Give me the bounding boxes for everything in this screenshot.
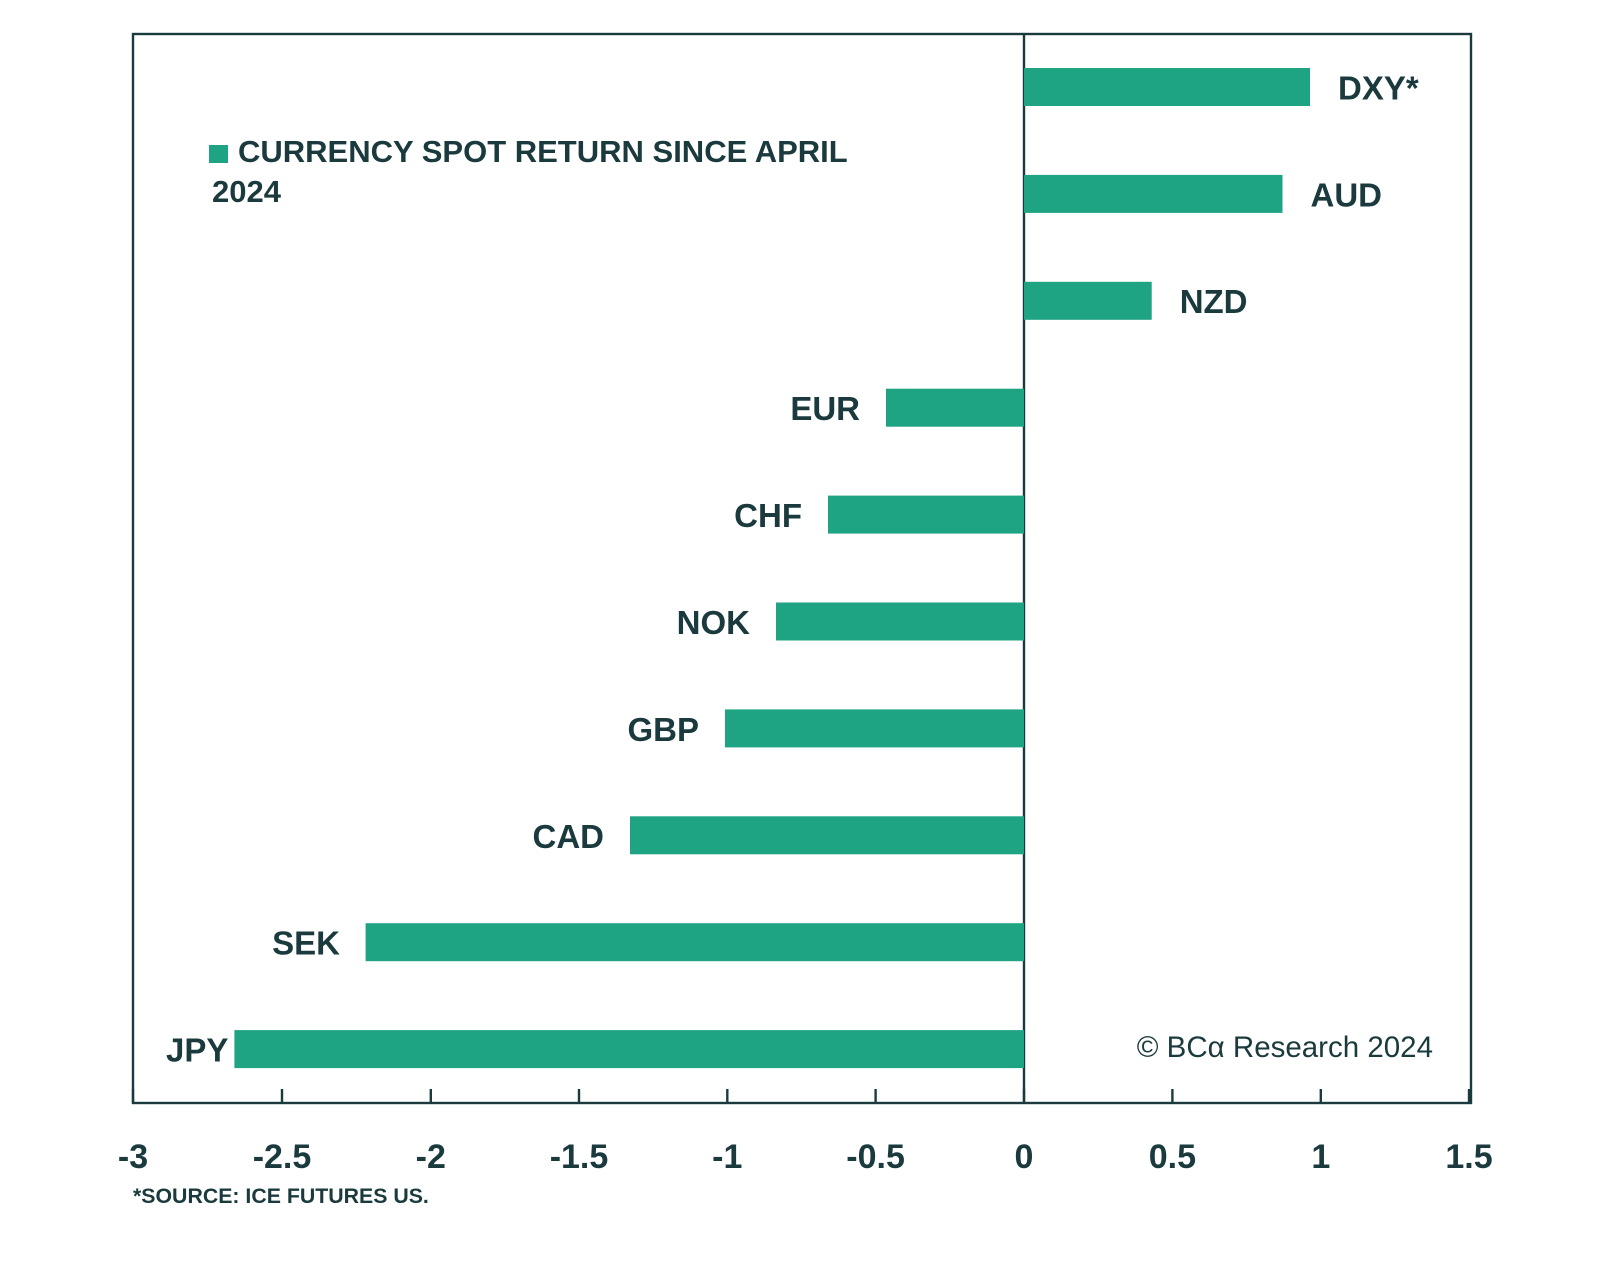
svg-text:-2: -2 <box>416 1138 446 1176</box>
svg-text:CURRENCY SPOT RETURN SINCE APR: CURRENCY SPOT RETURN SINCE APRIL <box>238 134 848 169</box>
svg-text:1: 1 <box>1311 1138 1330 1176</box>
svg-text:GBP: GBP <box>627 711 699 748</box>
svg-text:0.5: 0.5 <box>1149 1138 1196 1176</box>
svg-text:-3: -3 <box>118 1138 148 1176</box>
svg-text:*SOURCE: ICE FUTURES US.: *SOURCE: ICE FUTURES US. <box>133 1184 429 1208</box>
svg-text:© BCα Research 2024: © BCα Research 2024 <box>1137 1031 1433 1064</box>
svg-text:2024: 2024 <box>212 174 282 209</box>
svg-text:NZD: NZD <box>1180 283 1248 320</box>
svg-text:CHF: CHF <box>734 497 802 534</box>
svg-text:1.5: 1.5 <box>1445 1138 1492 1176</box>
svg-text:NOK: NOK <box>677 604 751 641</box>
svg-text:-1.5: -1.5 <box>550 1138 609 1176</box>
svg-text:AUD: AUD <box>1311 176 1383 213</box>
svg-text:-2.5: -2.5 <box>253 1138 312 1176</box>
svg-text:-1: -1 <box>712 1138 742 1176</box>
svg-text:0: 0 <box>1015 1138 1034 1176</box>
svg-text:EUR: EUR <box>790 390 860 427</box>
svg-text:-0.5: -0.5 <box>846 1138 905 1176</box>
svg-text:SEK: SEK <box>272 925 340 962</box>
svg-text:DXY*: DXY* <box>1338 70 1419 107</box>
svg-text:CAD: CAD <box>533 818 605 855</box>
svg-text:JPY: JPY <box>166 1032 228 1069</box>
